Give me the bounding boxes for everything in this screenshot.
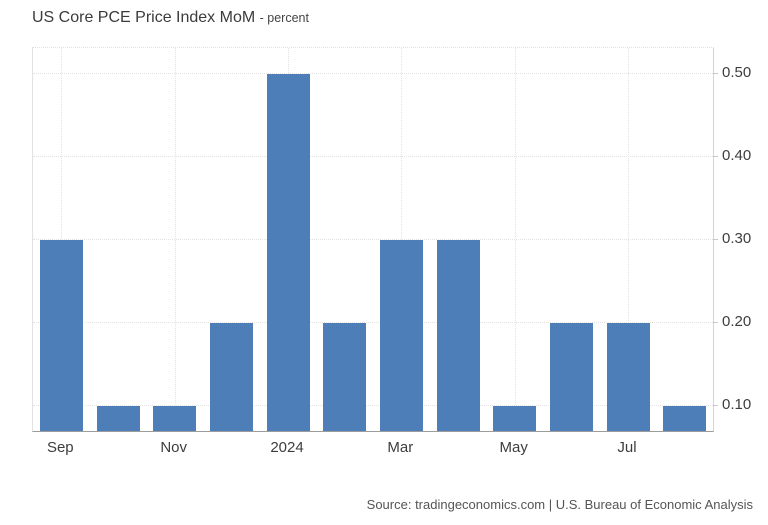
y-axis-tick	[713, 156, 718, 157]
y-axis-label-0.50: 0.50	[722, 64, 752, 82]
bar-month-12[interactable]	[663, 406, 707, 431]
h-gridline-0.10	[33, 405, 713, 406]
v-gridline-nov	[174, 48, 176, 431]
source-attribution: Source: tradingeconomics.com | U.S. Bure…	[366, 497, 753, 512]
x-axis-label-jul: Jul	[617, 439, 637, 456]
v-gridline-may	[514, 48, 516, 431]
y-axis-tick	[713, 239, 718, 240]
bar-mar[interactable]	[379, 240, 423, 431]
chart-subtitle: - percent	[259, 11, 309, 25]
bar-month-4[interactable]	[209, 323, 253, 431]
h-gridline-0.40	[33, 156, 713, 157]
plot-area	[32, 47, 714, 432]
bar-month-2[interactable]	[96, 406, 140, 431]
y-axis-label-0.10: 0.10	[722, 396, 752, 413]
x-axis-label-nov: Nov	[160, 439, 188, 456]
bar-sep[interactable]	[39, 240, 83, 431]
v-gridline-mar	[401, 48, 403, 431]
y-axis-tick	[713, 322, 718, 323]
bar-2024[interactable]	[266, 74, 310, 431]
x-axis-label-sep: Sep	[46, 439, 74, 456]
y-axis-label-0.20: 0.20	[722, 313, 752, 330]
bar-month-8[interactable]	[436, 240, 480, 431]
bar-jul[interactable]	[606, 323, 650, 431]
y-axis-tick	[713, 73, 718, 75]
v-gridline-jul	[628, 48, 629, 431]
x-axis-label-mar: Mar	[387, 439, 414, 456]
h-gridline-0.50	[33, 73, 713, 75]
chart-title-text: US Core PCE Price Index MoM	[32, 9, 256, 26]
h-gridline-0.30	[33, 239, 713, 240]
chart-title: US Core PCE Price Index MoM - percent	[32, 9, 309, 27]
v-gridline-sep	[61, 48, 63, 431]
bar-may[interactable]	[493, 406, 537, 431]
x-axis-label-may: May	[499, 439, 528, 456]
bar-month-6[interactable]	[323, 323, 367, 431]
bar-nov[interactable]	[153, 406, 197, 431]
y-axis-label-0.40: 0.40	[722, 147, 752, 164]
y-axis-label-0.30: 0.30	[722, 230, 752, 247]
bar-month-10[interactable]	[549, 323, 593, 431]
y-axis-tick	[713, 405, 718, 406]
x-axis-label-2024: 2024	[270, 439, 304, 456]
h-gridline-0.20	[33, 322, 713, 323]
